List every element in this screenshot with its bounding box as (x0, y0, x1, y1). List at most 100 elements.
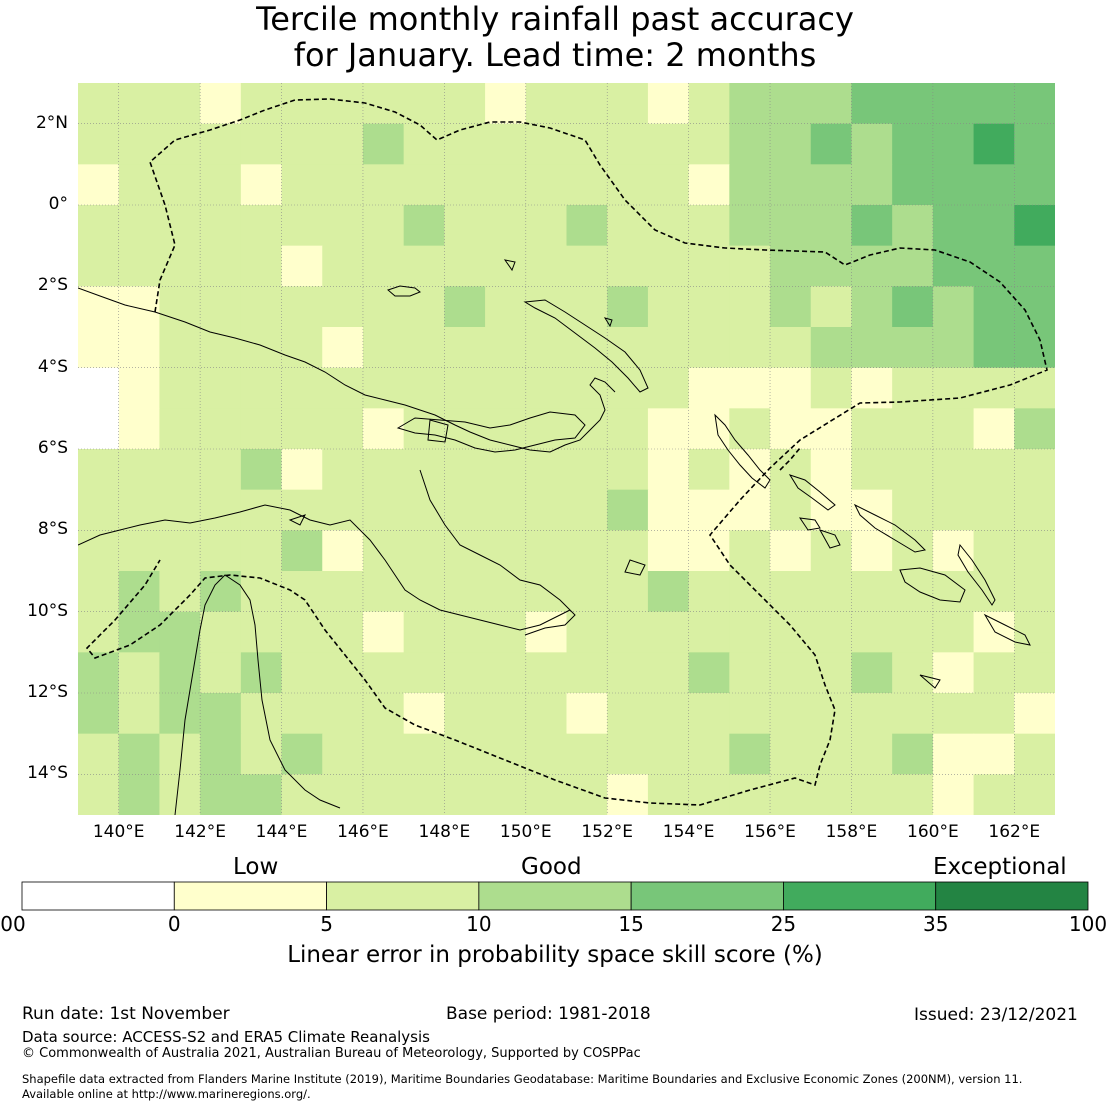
colorbar-label: Linear error in probability space skill … (287, 942, 823, 968)
grid-cell (1014, 83, 1055, 125)
grid-cell (525, 367, 568, 409)
grid-cell (770, 286, 812, 328)
grid-cell (932, 489, 975, 531)
grid-cell (78, 530, 120, 572)
grid-cell (688, 205, 730, 247)
grid-cell (566, 83, 608, 125)
grid-cell (322, 408, 364, 450)
longitude-label: 156°E (744, 822, 796, 842)
grid-cell (851, 83, 893, 125)
grid-cell (1014, 733, 1055, 775)
grid-cell (647, 611, 690, 653)
grid-cell (281, 327, 323, 369)
grid-cell (444, 408, 486, 450)
grid-cell (362, 693, 405, 735)
grid-cell (159, 123, 201, 165)
grid-cell (607, 123, 649, 165)
colorbar-bin (935, 881, 1089, 911)
grid-cell (118, 205, 161, 247)
grid-cell (322, 489, 364, 531)
grid-cell (566, 489, 608, 531)
grid-cell (688, 327, 730, 369)
grid-cell (525, 408, 568, 450)
grid-cell (851, 774, 893, 815)
grid-cell (118, 327, 161, 369)
colorbar-bin (783, 881, 937, 911)
grid-cell (240, 164, 283, 206)
colorbar (21, 881, 1089, 911)
grid-cell (322, 245, 364, 287)
grid-cell (688, 286, 730, 328)
grid-cell (932, 571, 975, 613)
grid-cell (973, 164, 1015, 206)
grid-cell (444, 571, 486, 613)
grid-cell (525, 164, 568, 206)
grid-cell (770, 245, 812, 287)
grid-cell (851, 571, 893, 613)
grid-cell (403, 652, 445, 694)
grid-cell (729, 693, 771, 735)
santa-isabel (853, 503, 927, 553)
grid-cell (281, 449, 323, 491)
grid-cell (932, 205, 975, 247)
grid-cell (566, 530, 608, 572)
grid-cell (444, 123, 486, 165)
grid-cell (688, 245, 730, 287)
grid-cell (485, 408, 527, 450)
grid-cell (607, 733, 649, 775)
grid-cell (240, 652, 283, 694)
grid-cell (444, 286, 486, 328)
grid-cell (932, 530, 975, 572)
grid-cell (322, 83, 364, 125)
grid-cell (647, 774, 690, 815)
grid-cell (322, 571, 364, 613)
grid-cell (240, 611, 283, 653)
papuan-peninsula (419, 469, 576, 636)
grid-cell (485, 652, 527, 694)
grid-cell (770, 530, 812, 572)
grid-cell (281, 774, 323, 815)
grid-cell (281, 733, 323, 775)
grid-cell (200, 489, 242, 531)
longitude-label: 140°E (92, 822, 145, 842)
grid-cell (200, 530, 242, 572)
colorbar-tick-label: 10 (466, 912, 492, 936)
grid-cell (892, 489, 934, 531)
grid-cell (159, 652, 201, 694)
grid-cell (932, 652, 975, 694)
grid-cell (322, 449, 364, 491)
grid-cell (892, 245, 934, 287)
grid-cell (729, 123, 771, 165)
grid-cell (118, 693, 161, 735)
grid-cell (240, 245, 283, 287)
grid-cell (200, 367, 242, 409)
grid-cell (118, 123, 161, 165)
grid-cell (566, 164, 608, 206)
grid-cell (932, 327, 975, 369)
grid-cell (851, 652, 893, 694)
grid-cell (932, 123, 975, 165)
grid-cell (240, 733, 283, 775)
grid-cell (607, 571, 649, 613)
latitude-label: 6°S (37, 438, 68, 458)
grid-cell (240, 123, 283, 165)
malaita (957, 543, 996, 606)
guadalcanal (899, 567, 966, 603)
grid-cell (78, 164, 120, 206)
latitude-label: 0° (48, 194, 68, 214)
grid-cell (973, 652, 1015, 694)
category-low: Low (233, 854, 279, 880)
grid-cell (78, 286, 120, 328)
grid-cell (607, 693, 649, 735)
grid-cell (281, 489, 323, 531)
grid-cell (159, 449, 201, 491)
grid-cell (403, 530, 445, 572)
grid-cell (647, 123, 690, 165)
colorbar-bin (326, 881, 480, 911)
grid-cell (118, 367, 161, 409)
grid-cell (444, 530, 486, 572)
grid-cell (1014, 693, 1055, 735)
grid-cell (973, 123, 1015, 165)
grid-cell (607, 327, 649, 369)
